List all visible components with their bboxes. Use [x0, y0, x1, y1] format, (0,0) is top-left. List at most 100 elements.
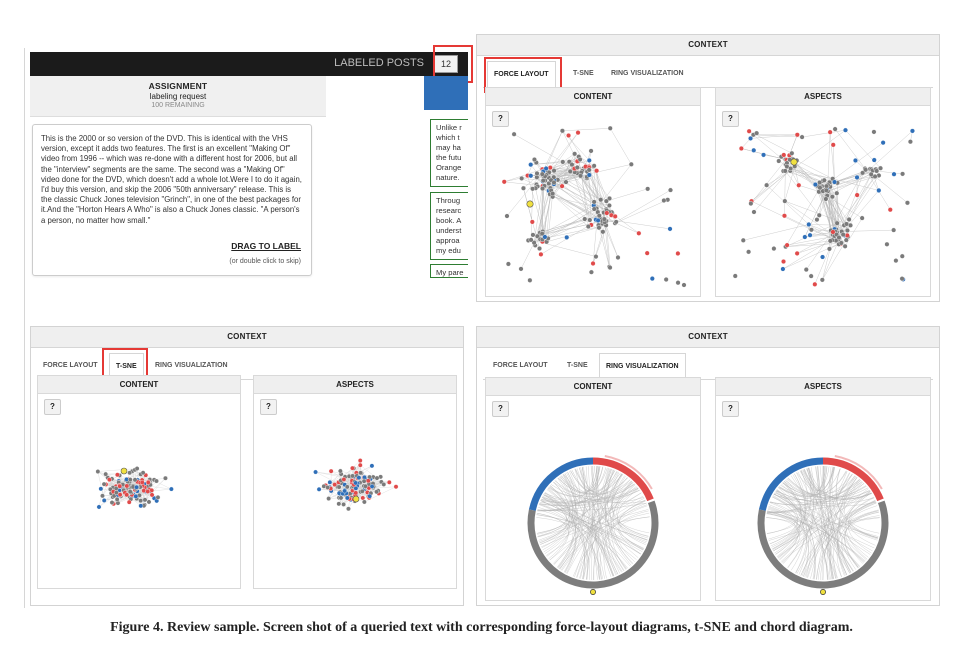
plot-point[interactable] [103, 471, 109, 477]
graph-node[interactable] [826, 246, 832, 252]
plot-point[interactable] [101, 498, 107, 503]
graph-node[interactable] [551, 180, 557, 186]
graph-node[interactable] [527, 277, 533, 283]
graph-node[interactable] [572, 151, 578, 157]
plot-point[interactable] [146, 499, 152, 505]
graph-node[interactable] [528, 162, 534, 168]
graph-node[interactable] [746, 249, 752, 255]
graph-node[interactable] [852, 157, 858, 163]
tab-ring-visualization[interactable]: RING VISUALIZATION [599, 353, 686, 381]
labeled-posts-count[interactable]: 12 [434, 55, 458, 73]
graph-node[interactable] [789, 150, 795, 156]
graph-node[interactable] [871, 157, 877, 163]
graph-node[interactable] [586, 172, 592, 178]
graph-node[interactable] [585, 224, 591, 230]
plot-point[interactable] [138, 498, 144, 504]
graph-node[interactable] [732, 273, 738, 279]
graph-node[interactable] [531, 157, 537, 163]
graph-node[interactable] [843, 237, 849, 243]
graph-node[interactable] [907, 139, 913, 145]
graph-node[interactable] [754, 130, 760, 136]
graph-node[interactable] [817, 185, 823, 191]
plot-point[interactable] [341, 477, 347, 482]
plot-point[interactable] [362, 474, 367, 480]
graph-node[interactable] [781, 259, 787, 265]
selected-node[interactable] [820, 589, 826, 595]
ring-segment-gray[interactable] [527, 500, 659, 589]
plot-point[interactable] [326, 496, 332, 501]
graph-node[interactable] [528, 173, 534, 179]
plot-point[interactable] [106, 477, 112, 483]
plot-point[interactable] [316, 486, 322, 492]
plot-point[interactable] [134, 484, 139, 490]
plot-point[interactable] [124, 483, 130, 489]
graph-node[interactable] [904, 200, 910, 206]
graph-node[interactable] [859, 215, 865, 221]
graph-node[interactable] [547, 165, 553, 171]
graph-node[interactable] [863, 167, 869, 173]
graph-node[interactable] [819, 277, 825, 283]
graph-node[interactable] [854, 174, 860, 180]
graph-node[interactable] [771, 246, 777, 252]
graph-node[interactable] [808, 227, 814, 233]
plot-point[interactable] [381, 482, 387, 487]
plot-point[interactable] [369, 484, 375, 489]
graph-node[interactable] [836, 235, 842, 241]
plot-point[interactable] [365, 478, 371, 484]
plot-point[interactable] [393, 484, 399, 490]
ring-segment-red[interactable] [592, 457, 654, 502]
graph-node[interactable] [528, 237, 534, 243]
graph-node[interactable] [534, 170, 540, 176]
graph-node[interactable] [761, 152, 767, 158]
graph-node[interactable] [530, 232, 536, 238]
graph-node[interactable] [663, 277, 669, 283]
graph-node[interactable] [751, 147, 757, 153]
plot-point[interactable] [114, 497, 120, 502]
graph-node[interactable] [794, 250, 800, 256]
plot-point[interactable] [139, 479, 145, 485]
graph-node[interactable] [872, 173, 878, 179]
plot-point[interactable] [369, 463, 375, 469]
graph-node[interactable] [566, 132, 572, 138]
graph-node[interactable] [591, 163, 597, 169]
tab-ring-visualization[interactable]: RING VISUALIZATION [155, 362, 228, 369]
graph-node[interactable] [844, 227, 850, 233]
graph-node[interactable] [860, 170, 866, 176]
graph-node[interactable] [794, 132, 800, 138]
plot-point[interactable] [344, 484, 350, 490]
help-icon[interactable]: ? [492, 401, 509, 417]
help-icon[interactable]: ? [492, 111, 509, 127]
graph-node[interactable] [644, 250, 650, 256]
graph-node[interactable] [827, 129, 833, 135]
plot-point[interactable] [140, 470, 146, 476]
plot-point[interactable] [138, 503, 144, 509]
graph-node[interactable] [596, 225, 602, 231]
labeled-post-snippet[interactable]: Throug researc book. A underst approa my… [430, 192, 468, 260]
graph-node[interactable] [529, 219, 535, 225]
plot-point[interactable] [149, 492, 155, 498]
graph-node[interactable] [784, 242, 790, 248]
plot-point[interactable] [344, 495, 350, 501]
graph-node[interactable] [838, 240, 844, 246]
graph-node[interactable] [574, 164, 580, 170]
graph-node[interactable] [591, 199, 597, 205]
plot-point[interactable] [346, 506, 351, 512]
graph-node[interactable] [538, 251, 544, 257]
graph-node[interactable] [615, 254, 621, 260]
graph-node[interactable] [596, 213, 602, 219]
graph-node[interactable] [806, 221, 812, 227]
plot-point[interactable] [142, 497, 148, 503]
plot-point[interactable] [134, 466, 140, 471]
graph-node[interactable] [827, 238, 833, 244]
graph-node[interactable] [591, 206, 597, 212]
plot-point[interactable] [154, 478, 159, 484]
graph-node[interactable] [636, 230, 642, 236]
plot-point[interactable] [100, 493, 105, 499]
graph-node[interactable] [781, 213, 787, 219]
graph-node[interactable] [844, 232, 850, 238]
plot-point[interactable] [353, 490, 359, 496]
graph-node[interactable] [588, 269, 594, 275]
plot-point[interactable] [109, 500, 115, 505]
ring-segment-blue[interactable] [758, 457, 824, 511]
plot-point[interactable] [361, 499, 367, 505]
